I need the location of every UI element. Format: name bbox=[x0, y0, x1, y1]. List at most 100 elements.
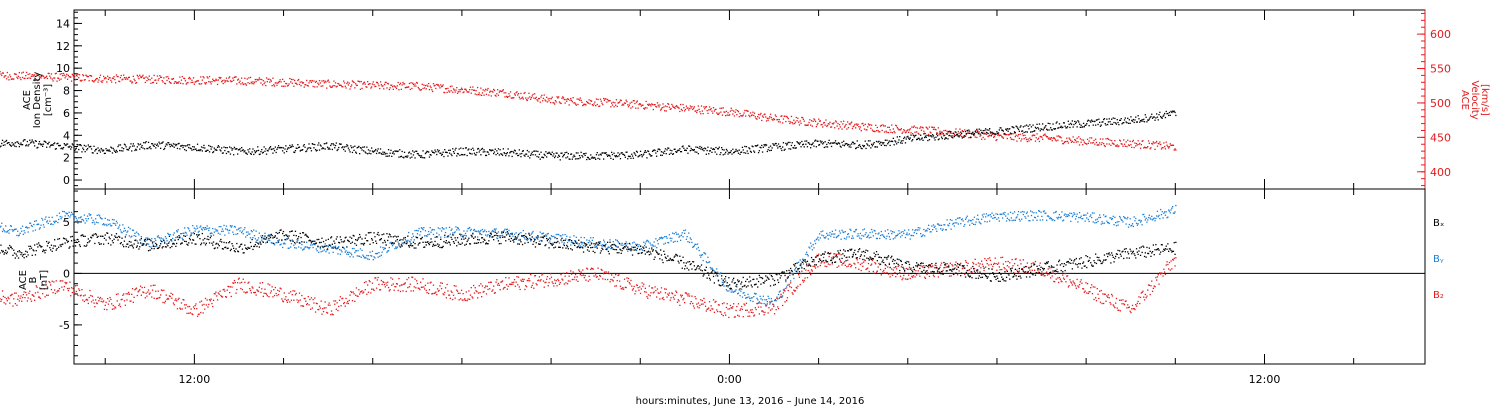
velocity-point bbox=[730, 107, 732, 109]
by-point bbox=[75, 217, 77, 219]
velocity-point bbox=[331, 86, 333, 88]
density-point bbox=[589, 158, 591, 160]
velocity-point bbox=[1005, 134, 1007, 136]
by-point bbox=[1070, 212, 1073, 215]
by-point bbox=[331, 246, 333, 248]
by-point bbox=[119, 224, 121, 226]
by-point bbox=[234, 226, 236, 228]
velocity-point bbox=[818, 120, 821, 122]
density-point bbox=[465, 147, 467, 149]
density-point bbox=[932, 134, 934, 136]
velocity-point bbox=[1164, 148, 1167, 150]
density-point bbox=[668, 153, 671, 155]
by-point bbox=[583, 237, 585, 239]
velocity-point bbox=[238, 81, 240, 84]
density-point bbox=[1080, 124, 1082, 126]
by-point bbox=[1033, 212, 1035, 214]
by-point bbox=[363, 257, 366, 259]
velocity-point bbox=[480, 87, 482, 89]
density-point bbox=[924, 135, 927, 137]
by-point bbox=[5, 231, 8, 233]
velocity-point bbox=[190, 81, 192, 84]
velocity-point bbox=[908, 131, 910, 133]
density-point bbox=[883, 144, 886, 147]
by-point bbox=[1002, 212, 1004, 214]
by-point bbox=[806, 251, 808, 253]
velocity-point bbox=[556, 96, 558, 98]
velocity-point bbox=[816, 124, 818, 126]
by-point bbox=[940, 228, 942, 230]
density-point bbox=[909, 137, 911, 139]
velocity-point bbox=[984, 138, 986, 140]
by-point bbox=[74, 216, 77, 218]
velocity-point bbox=[261, 84, 264, 86]
by-point bbox=[784, 290, 786, 292]
density-point bbox=[318, 142, 320, 144]
velocity-point bbox=[861, 123, 863, 125]
velocity-point bbox=[318, 80, 321, 82]
by-point bbox=[617, 241, 619, 243]
density-point bbox=[343, 146, 346, 148]
density-point bbox=[500, 153, 502, 155]
density-point bbox=[69, 145, 71, 147]
by-point bbox=[456, 229, 458, 231]
density-point bbox=[375, 148, 377, 151]
density-point bbox=[473, 149, 475, 151]
velocity-point bbox=[356, 84, 358, 86]
by-point bbox=[844, 231, 846, 233]
density-point bbox=[985, 131, 988, 134]
velocity-point bbox=[505, 92, 507, 94]
velocity-point bbox=[781, 115, 783, 117]
by-point bbox=[729, 288, 732, 291]
velocity-point bbox=[180, 79, 183, 81]
density-point bbox=[364, 151, 366, 153]
density-point bbox=[377, 148, 379, 150]
by-point bbox=[985, 213, 988, 215]
density-point bbox=[470, 148, 472, 151]
density-point bbox=[469, 152, 471, 154]
velocity-point bbox=[525, 97, 527, 99]
by-point bbox=[893, 231, 895, 233]
by-point bbox=[1143, 216, 1146, 218]
velocity-point bbox=[27, 73, 29, 76]
density-point bbox=[263, 146, 265, 148]
density-point bbox=[635, 154, 637, 157]
by-point bbox=[956, 222, 958, 224]
by-point bbox=[635, 243, 637, 245]
velocity-point bbox=[95, 79, 97, 81]
velocity-point bbox=[1059, 136, 1061, 138]
velocity-point bbox=[1073, 141, 1075, 143]
velocity-point bbox=[612, 101, 614, 103]
velocity-point bbox=[250, 81, 252, 83]
by-point bbox=[848, 236, 850, 238]
velocity-point bbox=[1000, 134, 1002, 136]
density-point bbox=[587, 156, 589, 159]
density-point bbox=[246, 153, 248, 155]
density-point bbox=[334, 144, 337, 147]
density-point bbox=[990, 135, 992, 137]
velocity-point bbox=[672, 106, 675, 108]
density-point bbox=[917, 137, 919, 139]
velocity-point bbox=[1148, 142, 1150, 144]
density-point bbox=[694, 151, 696, 153]
by-point bbox=[566, 235, 568, 237]
velocity-point bbox=[89, 74, 91, 77]
by-point bbox=[902, 230, 904, 233]
by-point bbox=[121, 232, 123, 234]
velocity-point bbox=[284, 85, 286, 87]
density-point bbox=[567, 153, 569, 155]
density-point bbox=[38, 143, 40, 145]
density-point bbox=[899, 142, 902, 144]
density-point bbox=[494, 148, 496, 150]
density-point bbox=[1046, 129, 1049, 131]
velocity-point bbox=[432, 83, 435, 85]
density-point bbox=[483, 149, 485, 151]
density-point bbox=[611, 153, 614, 156]
density-point bbox=[1169, 114, 1171, 116]
by-point bbox=[986, 221, 988, 223]
density-point bbox=[1143, 121, 1146, 123]
by-point bbox=[677, 233, 679, 235]
by-point bbox=[175, 236, 177, 239]
density-point bbox=[525, 153, 528, 155]
by-point bbox=[406, 242, 408, 245]
